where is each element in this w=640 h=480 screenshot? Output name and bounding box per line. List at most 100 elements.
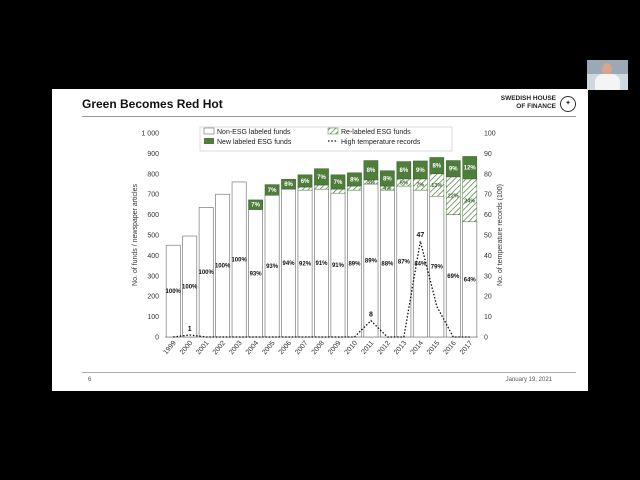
bar-new-esg xyxy=(297,174,313,188)
y-tick-label-left: 700 xyxy=(147,192,159,199)
x-tick-label: 2006 xyxy=(278,340,293,357)
slide-date: January 19, 2021 xyxy=(505,377,552,383)
fund-bar-chart: 0 100 200 300 400 500 600 700 800 900 1 000 0 10 20 30… xyxy=(132,126,504,357)
x-tick-label: 2004 xyxy=(245,340,260,357)
y-tick-label-right: 60 xyxy=(484,212,492,219)
x-tick-label: 2009 xyxy=(327,340,342,357)
footer-divider xyxy=(82,372,576,373)
x-tick-label: 2016 xyxy=(442,340,457,357)
legend-label-relabeled: Re-labeled ESG funds xyxy=(341,129,411,136)
logo-line-1: SWEDISH HOUSE xyxy=(500,95,556,102)
bar-label-new-esg: 6% xyxy=(301,179,310,185)
bar-label-new-esg: 9% xyxy=(416,168,425,174)
x-tick-label: 1999 xyxy=(162,340,177,357)
bar-label-relabeled: 3% xyxy=(367,180,375,186)
y-tick-label-left: 200 xyxy=(147,294,159,301)
institution-logo: SWEDISH HOUSE OF FINANCE xyxy=(501,95,556,111)
bar-new-esg xyxy=(462,156,478,180)
legend-label-non-esg: Non-ESG labeled funds xyxy=(217,129,291,136)
bar-label-new-esg: 8% xyxy=(367,168,376,174)
bar-label-relabeled: 5% xyxy=(400,180,408,186)
x-tick-label: 2010 xyxy=(344,340,359,357)
temperature-label: 1 xyxy=(188,326,192,333)
legend-label-new-esg: New labeled ESG funds xyxy=(217,139,292,146)
bar-new-esg xyxy=(380,170,395,187)
bar-label-non-esg: 64% xyxy=(464,277,477,283)
x-tick-label: 2000 xyxy=(179,340,194,357)
bar-new-esg xyxy=(396,161,412,180)
webcam-thumbnail[interactable] xyxy=(587,60,628,90)
bar-label-relabeled: 13% xyxy=(431,183,442,189)
bar-new-esg xyxy=(429,157,445,175)
bar-label-new-esg: 7% xyxy=(251,203,260,209)
title-divider xyxy=(82,116,576,117)
y-tick-label-right: 10 xyxy=(484,314,492,321)
x-tick-label: 2012 xyxy=(377,340,392,357)
bar-new-esg xyxy=(281,179,296,190)
y-axis-title-right: No. of temperature records (100) xyxy=(497,184,504,286)
y-axis-title-left: No. of funds / newspaper articles xyxy=(132,184,139,286)
x-tick-label: 2015 xyxy=(426,340,441,357)
x-tick-label: 2008 xyxy=(311,340,326,357)
y-tick-label-left: 500 xyxy=(147,233,159,240)
bar-label-non-esg: 100% xyxy=(182,285,198,291)
bar-label-non-esg: 87% xyxy=(398,260,411,266)
y-tick-label-left: 300 xyxy=(147,273,159,280)
bar-relabeled-esg xyxy=(297,186,313,191)
bar-label-non-esg: 93% xyxy=(250,271,263,277)
x-tick-label: 2013 xyxy=(393,340,408,357)
presentation-slide: Green Becomes Red Hot SWEDISH HOUSE OF F… xyxy=(52,89,588,391)
x-tick-label: 2002 xyxy=(212,340,227,357)
bar-relabeled-esg xyxy=(330,188,346,194)
legend-box xyxy=(199,126,453,152)
bar-label-relabeled: 24% xyxy=(464,198,475,204)
y-tick-label-left: 900 xyxy=(147,151,159,158)
x-tick-label: 2003 xyxy=(228,340,243,357)
bar-label-non-esg: 84% xyxy=(414,262,427,268)
x-tick-label: 2014 xyxy=(409,340,424,357)
bar-new-esg xyxy=(413,160,428,180)
y-tick-label-right: 30 xyxy=(484,273,492,280)
bar-label-non-esg: 69% xyxy=(447,274,460,280)
y-tick-label-right: 0 xyxy=(484,335,488,342)
y-tick-label-right: 40 xyxy=(484,253,492,260)
x-tick-label: 2005 xyxy=(261,340,276,357)
y-tick-label-left: 100 xyxy=(147,314,159,321)
legend-label-temperature: High temperature records xyxy=(341,139,421,146)
bar-label-new-esg: 12% xyxy=(464,166,477,172)
bar-relabeled-esg xyxy=(347,185,362,191)
page-number: 6 xyxy=(88,377,92,383)
bar-relabeled-esg xyxy=(314,184,329,190)
y-tick-label-right: 70 xyxy=(484,192,492,199)
x-tick-label: 2011 xyxy=(360,340,375,356)
y-tick-label-left: 1 000 xyxy=(141,131,159,138)
temperature-line xyxy=(173,240,470,338)
bar-label-non-esg: 94% xyxy=(283,261,296,267)
bar-label-relabeled: 7% xyxy=(416,183,424,189)
x-tick-label: 2017 xyxy=(459,340,474,357)
bar-label-new-esg: 8% xyxy=(383,176,392,182)
bar-new-esg xyxy=(363,160,379,181)
bar-label-new-esg: 6% xyxy=(284,182,293,188)
bar-label-new-esg: 8% xyxy=(432,164,441,170)
bar-new-esg xyxy=(314,168,329,186)
y-tick-label-right: 50 xyxy=(484,233,492,240)
temperature-label: 47 xyxy=(416,232,424,239)
bar-label-new-esg: 8% xyxy=(350,177,359,183)
bar-new-esg xyxy=(330,174,346,190)
bar-label-non-esg: 100% xyxy=(231,257,247,263)
legend-swatch-new-esg xyxy=(204,138,214,144)
bar-new-esg xyxy=(445,160,461,178)
bar-label-non-esg: 91% xyxy=(332,263,345,269)
bar-label-non-esg: 100% xyxy=(199,270,215,276)
x-tick-label: 2007 xyxy=(294,340,309,357)
y-tick-label-left: 400 xyxy=(147,253,159,260)
temperature-label: 8 xyxy=(369,312,373,319)
presenter-body xyxy=(595,74,620,90)
y-tick-label-right: 90 xyxy=(484,151,492,158)
bar-new-esg xyxy=(248,199,263,210)
bar-label-non-esg: 88% xyxy=(381,262,394,268)
legend-swatch-relabeled xyxy=(327,127,339,135)
y-tick-label-left: 600 xyxy=(147,212,159,219)
bar-label-non-esg: 100% xyxy=(215,264,231,270)
